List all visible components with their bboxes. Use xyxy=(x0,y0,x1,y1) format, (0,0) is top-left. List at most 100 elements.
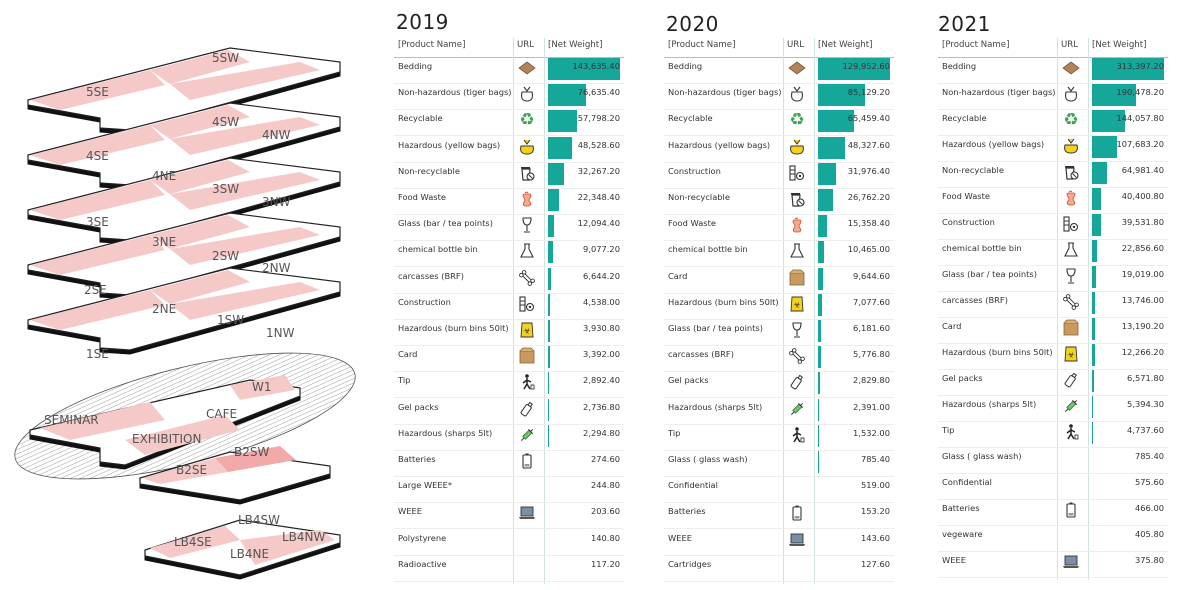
table-row: Card 13,190.20 xyxy=(938,317,1168,344)
weight-bar xyxy=(548,110,577,133)
weight-bar xyxy=(548,84,587,107)
table-row: carcasses (BRF) 6,644.20 xyxy=(394,267,624,294)
net-weight-value: 519.00 xyxy=(860,480,890,491)
column-header-product: [Product Name] xyxy=(942,40,1010,50)
weight-bar xyxy=(1092,292,1096,314)
battery-icon xyxy=(518,452,536,470)
yellow-bag-icon xyxy=(788,138,806,156)
product-name: Batteries xyxy=(942,503,980,513)
weight-bar xyxy=(1092,422,1094,444)
product-name: vegeware xyxy=(942,529,983,539)
product-name: Radioactive xyxy=(398,558,447,569)
column-header-weight: [Net Weight] xyxy=(1092,40,1147,50)
table-row: Glass (bar / tea points) 19,019.00 xyxy=(938,265,1168,292)
floor-slab-5-zone xyxy=(150,50,250,84)
floor-label: 3NW xyxy=(262,195,291,209)
column-divider xyxy=(783,38,784,584)
table-row: vegeware 405.80 xyxy=(938,525,1168,552)
floor-label: 2SE xyxy=(84,283,107,297)
product-name: Glass ( glass wash) xyxy=(942,451,1022,461)
weight-bar xyxy=(818,136,845,159)
weight-bar xyxy=(548,320,550,342)
lower-basement-4-zone xyxy=(150,526,240,558)
table-row: Hazardous (sharps 5lt) 5,394.30 xyxy=(938,395,1168,422)
bedding-icon xyxy=(1062,59,1080,77)
yellow-bag-icon xyxy=(518,138,536,156)
product-name: Non-recyclable xyxy=(942,165,1004,175)
floor-label: 4SW xyxy=(212,115,239,129)
weight-bar xyxy=(548,215,555,238)
floor-label: 3NE xyxy=(152,235,176,249)
table-row: Construction 39,531.80 xyxy=(938,213,1168,240)
table-row: Gel packs 2,736.80 xyxy=(394,398,624,425)
table-row: WEEE 143.60 xyxy=(664,529,894,556)
weight-bar xyxy=(548,136,573,159)
weight-bar xyxy=(548,346,550,369)
bin-icon xyxy=(1062,163,1080,181)
net-weight-value: 64,981.40 xyxy=(1121,165,1164,175)
net-weight-value: 39,531.80 xyxy=(1121,217,1164,227)
floor-slab-5-zone xyxy=(30,70,165,110)
table-row: carcasses (BRF) 13,746.00 xyxy=(938,291,1168,318)
weight-bar xyxy=(548,293,551,316)
product-name: Tip xyxy=(398,375,411,386)
bone-icon xyxy=(518,269,536,287)
table-row: Gel packs 6,571.80 xyxy=(938,369,1168,396)
table-row: Hazardous (yellow bags) 48,327.60 xyxy=(664,136,894,163)
weight-bar xyxy=(818,267,824,290)
table-row: Polystyrene 140.80 xyxy=(394,529,624,556)
column-divider xyxy=(513,38,514,584)
floor-slab-1-zone xyxy=(150,270,250,304)
svg-text:☣: ☣ xyxy=(793,300,801,309)
net-weight-value: 65,459.40 xyxy=(847,113,890,124)
net-weight-value: 6,644.20 xyxy=(583,270,620,281)
net-weight-value: 9,644.60 xyxy=(853,270,890,281)
weight-bar xyxy=(818,424,819,447)
floor-slab-2-zone xyxy=(150,215,250,249)
floor-label: B2SW xyxy=(234,445,269,459)
weight-bar xyxy=(548,398,550,421)
net-weight-value: 19,019.00 xyxy=(1121,269,1164,279)
net-weight-value: 143,635.40 xyxy=(572,61,620,71)
net-weight-value: 26,762.20 xyxy=(847,192,890,202)
basement-2-slab xyxy=(139,451,331,501)
recycle-icon: ♻ xyxy=(1063,110,1079,130)
product-name: Non-hazardous (tiger bags) xyxy=(398,87,512,98)
weight-bar xyxy=(548,267,552,290)
net-weight-value: 22,348.40 xyxy=(577,192,620,202)
net-weight-value: 15,358.40 xyxy=(847,218,890,229)
product-name: Polystyrene xyxy=(398,532,447,543)
battery-icon xyxy=(788,504,806,522)
product-name: Hazardous (burn bins 50lt) xyxy=(668,296,779,307)
net-weight-value: 5,394.30 xyxy=(1127,399,1164,409)
net-weight-value: 2,736.80 xyxy=(583,401,620,412)
net-weight-value: 2,829.80 xyxy=(853,375,890,386)
net-weight-value: 12,266.20 xyxy=(1121,347,1164,357)
battery-icon xyxy=(1062,501,1080,519)
tip-icon xyxy=(788,426,806,444)
table-row: Card 9,644.60 xyxy=(664,267,894,294)
floor-label: 1SE xyxy=(86,347,109,361)
floor-label: LB4SE xyxy=(174,535,212,549)
product-name: Non-recyclable xyxy=(668,192,730,202)
product-name: Glass (bar / tea points) xyxy=(668,323,763,333)
table-row: Batteries 153.20 xyxy=(664,502,894,530)
table-row: Recyclable ♻ 65,459.40 xyxy=(664,109,894,137)
floor-label: LB4SW xyxy=(238,513,280,527)
net-weight-value: 785.40 xyxy=(860,454,890,464)
product-name: Non-recyclable xyxy=(398,165,460,176)
header-divider xyxy=(664,57,894,58)
product-name: Gel packs xyxy=(398,401,439,412)
floor-slab-2-zone xyxy=(30,235,165,275)
ground-floor-zone xyxy=(125,415,240,455)
floor-label: 5SW xyxy=(212,51,239,65)
box-icon xyxy=(518,347,536,365)
product-name: Hazardous (burn bins 50lt) xyxy=(398,323,509,333)
product-name: Construction xyxy=(398,296,451,307)
product-name: Bedding xyxy=(398,61,433,71)
weight-bar xyxy=(1092,110,1126,132)
floor-label: 2SW xyxy=(212,249,239,263)
weight-bar xyxy=(1092,58,1164,80)
product-name: chemical bottle bin xyxy=(668,244,748,255)
table-row: Confidential 575.60 xyxy=(938,473,1168,500)
